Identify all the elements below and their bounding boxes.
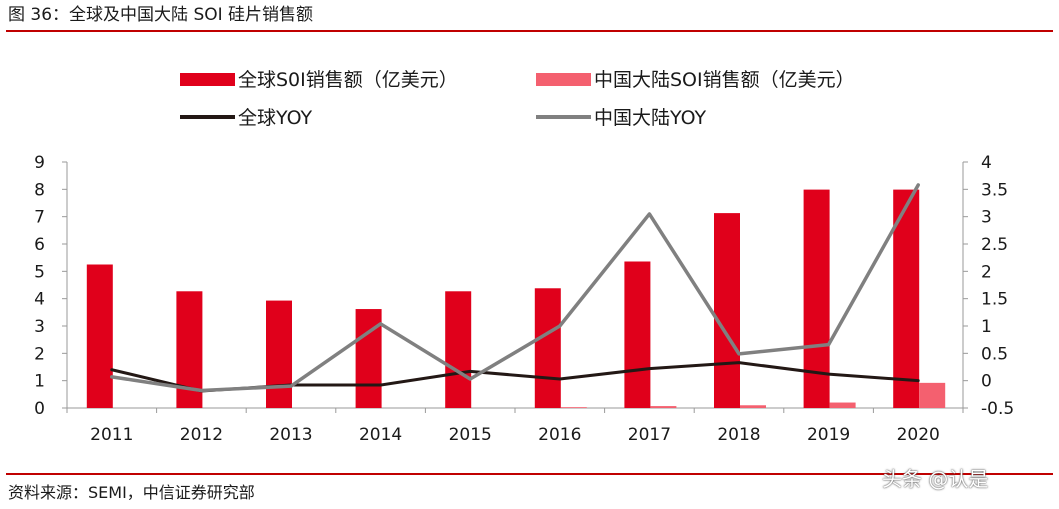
right-tick-label: 2 [981,262,992,282]
left-tick-label: 7 [34,208,45,228]
global-sales-bar [86,264,113,408]
left-tick-label: 3 [34,317,45,337]
x-tick-label: 2016 [538,425,581,445]
china-sales-bar [919,382,946,408]
right-tick-label: -0.5 [981,399,1014,419]
figure-title: 图 36：全球及中国大陆 SOI 硅片销售额 [8,5,314,25]
global-sales-bar [534,288,561,408]
legend-global-yoy-label: 全球YOY [238,107,312,129]
source-note: 资料来源：SEMI，中信证券研究部 [8,483,255,502]
right-tick-label: 2.5 [981,235,1008,255]
x-tick-label: 2018 [717,425,760,445]
global-sales-bar [714,213,740,408]
legend-china-sales-swatch [536,73,591,86]
right-tick-label: 0 [981,372,992,392]
watermark: 头条 @认是 [882,467,989,491]
left-tick-label: 2 [34,344,45,364]
china-sales-bar [650,406,677,408]
x-tick-label: 2015 [449,425,492,445]
x-tick-label: 2017 [628,425,671,445]
x-tick-label: 2014 [359,425,402,445]
right-tick-label: 1 [981,317,992,337]
china-yoy-line [110,183,920,393]
china-sales-bar [829,402,856,408]
china-sales-bar [560,407,587,408]
sales-chart: 0 1 2 3 4 5 6 7 8 9 -0.5 0 0.5 1 1.5 2 2.5 3 3.5 4 2011 2012 2… [34,69,1014,445]
legend-global-sales-swatch [180,73,235,86]
right-tick-label: 4 [981,153,992,173]
global-sales-bar [445,291,472,408]
bottom-divider [6,473,1053,475]
left-tick-label: 0 [34,399,45,419]
left-tick-label: 8 [34,180,45,200]
global-sales-bar [624,261,651,408]
legend-china-yoy-label: 中国大陆YOY [594,107,706,129]
top-divider [6,30,1053,32]
legend-global-sales-label: 全球S0I销售额（亿美元） [238,69,458,91]
x-tick-label: 2012 [180,425,223,445]
left-tick-label: 1 [34,372,45,392]
global-sales-bar [893,189,920,408]
x-tick-label: 2013 [269,425,312,445]
left-tick-label: 4 [34,290,45,310]
global-sales-bar [266,300,292,408]
x-tick-label: 2020 [897,425,940,445]
left-tick-label: 9 [34,153,45,173]
legend-china-sales-label: 中国大陆SOI销售额（亿美元） [594,69,855,91]
china-sales-bar [740,405,766,408]
right-tick-label: 1.5 [981,290,1008,310]
right-tick-label: 3 [981,208,992,228]
x-tick-label: 2019 [807,425,850,445]
x-tick-label: 2011 [90,425,133,445]
left-tick-label: 5 [34,262,45,282]
global-yoy-line [110,361,920,393]
right-tick-label: 0.5 [981,344,1008,364]
right-tick-label: 3.5 [981,180,1008,200]
left-tick-label: 6 [34,235,45,255]
